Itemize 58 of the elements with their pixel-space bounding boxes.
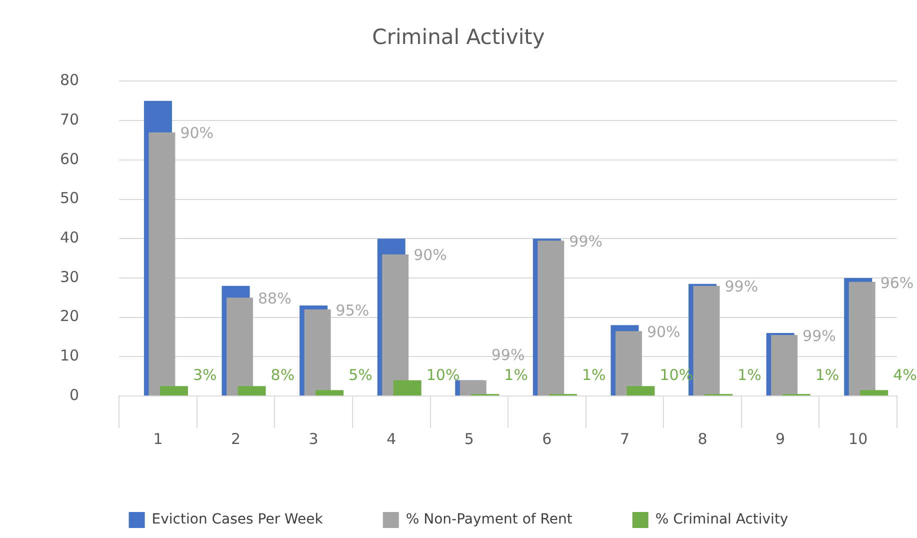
y-tick-label: 40 (60, 228, 80, 246)
annotation: 5% (348, 366, 372, 384)
y-tick-label: 80 (60, 71, 80, 90)
bar (860, 390, 888, 396)
bar (316, 390, 344, 396)
x-tick-label: 7 (620, 430, 630, 448)
x-tick-label: 9 (776, 430, 786, 448)
annotation: 96% (880, 274, 914, 292)
annotation: 1% (582, 366, 606, 384)
annotation: 99% (491, 346, 525, 364)
annotation: 99% (569, 232, 603, 250)
annotation: 1% (815, 366, 840, 384)
bar (460, 380, 486, 396)
annotation: 95% (336, 301, 370, 320)
x-tick-label: 3 (308, 430, 318, 448)
legend-label: Eviction Cases Per Week (152, 512, 324, 528)
bar (226, 298, 253, 396)
y-tick-label: 0 (70, 386, 80, 404)
bar (616, 331, 642, 396)
legend-label: % Non-Payment of Rent (406, 512, 573, 528)
annotation: 4% (893, 366, 917, 384)
bar (238, 386, 266, 396)
x-tick-label: 5 (464, 430, 474, 448)
x-tick-label: 10 (848, 430, 868, 448)
annotation: 3% (192, 366, 217, 384)
bar (848, 282, 876, 396)
annotation: 1% (504, 366, 528, 384)
annotation: 90% (646, 322, 680, 341)
chart-title: Criminal Activity (372, 25, 545, 50)
annotation: 90% (414, 246, 447, 264)
bar (693, 286, 720, 396)
annotation: 1% (738, 366, 762, 384)
y-tick-label: 70 (60, 110, 80, 128)
bar (393, 380, 422, 396)
annotation: 8% (270, 366, 295, 384)
bar (771, 335, 798, 396)
x-tick-label: 2 (231, 430, 241, 448)
bar (160, 386, 188, 396)
bar (382, 254, 409, 396)
y-tick-label: 30 (60, 268, 80, 286)
bar (538, 240, 564, 396)
annotation: 99% (802, 326, 836, 345)
x-tick-label: 6 (542, 430, 552, 448)
y-tick-label: 60 (60, 150, 80, 168)
annotation: 90% (180, 124, 214, 142)
y-tick-label: 20 (60, 307, 80, 326)
y-tick-label: 10 (60, 346, 80, 365)
x-tick-label: 4 (386, 430, 396, 448)
bar (626, 386, 655, 396)
bar (148, 132, 176, 396)
bar (304, 309, 331, 396)
y-tick-label: 50 (60, 189, 80, 208)
x-tick-label: 8 (698, 430, 708, 448)
annotation: 88% (258, 290, 292, 308)
legend-label: % Criminal Activity (655, 512, 788, 528)
annotation: 99% (724, 278, 758, 296)
x-tick-label: 1 (153, 430, 163, 448)
annotation: 10% (426, 366, 460, 384)
